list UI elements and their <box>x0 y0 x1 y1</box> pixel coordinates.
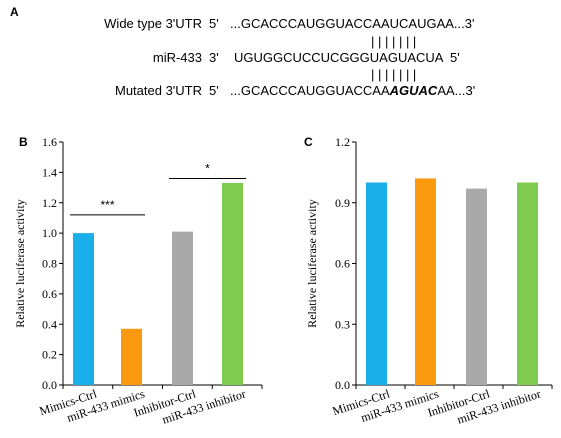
y-tick-label: 1.2 <box>42 196 57 210</box>
bar <box>366 182 387 385</box>
y-tick-label: 0.4 <box>42 317 57 331</box>
y-tick-label: 1.6 <box>42 135 57 149</box>
bar <box>172 231 193 385</box>
y-tick-label: 1.2 <box>335 135 350 149</box>
y-tick-label: 0.8 <box>42 257 57 271</box>
row-mutated-sequence: ...GCACCCAUGGUACCAAAGUACAA...3' <box>230 83 475 98</box>
significance-label: * <box>205 161 210 175</box>
panel-label: C <box>304 135 313 149</box>
row-mutated-prime: 5' <box>209 83 219 98</box>
bar <box>517 182 538 385</box>
seq-part: UGUGGCUCCUCGGGUAGUACUA <box>234 50 444 65</box>
y-tick-label: 0.0 <box>335 378 350 392</box>
chart-panel-b: B0.00.20.40.60.81.01.21.41.6Mimics-Ctrlm… <box>13 135 263 427</box>
seq-part-mutated: AGUAC <box>389 83 438 98</box>
seq-part: ...GCACCCAUGGUACCAAUCAUGAA...3' <box>230 16 474 31</box>
y-tick-label: 0.9 <box>335 196 350 210</box>
bar <box>121 328 142 385</box>
row-wildtype-name: Wide type 3'UTR <box>104 16 202 31</box>
row-mutated-name: Mutated 3'UTR <box>115 83 202 98</box>
significance-label: *** <box>100 198 114 212</box>
y-tick-label: 0.6 <box>42 287 57 301</box>
row-wildtype-prime: 5' <box>209 16 219 31</box>
seq-part: AA...3' <box>437 83 475 98</box>
pairing-bars-top: | | | | | | | <box>371 34 416 49</box>
y-axis-label: Relative luciferase activity <box>13 199 27 328</box>
y-tick-label: 0.2 <box>42 348 57 362</box>
panel-a-label: A <box>10 5 19 19</box>
y-tick-label: 1.4 <box>42 165 57 179</box>
row-mir433-name: miR-433 <box>153 50 202 65</box>
seq-part: ...GCACCCAUGGUACCAA <box>230 83 390 98</box>
y-tick-label: 0.0 <box>42 378 57 392</box>
seq-part: 5' <box>443 50 460 65</box>
y-tick-label: 1.0 <box>42 226 57 240</box>
bar <box>466 188 487 385</box>
y-tick-label: 0.6 <box>335 257 350 271</box>
bar <box>222 183 243 385</box>
row-mir433-prime: 3' <box>209 50 219 65</box>
bar <box>73 233 94 385</box>
panel-a: A Wide type 3'UTR 5' ...GCACCCAUGGUACCAA… <box>10 5 475 98</box>
row-mir433-sequence: UGUGGCUCCUCGGGUAGUACUA 5' <box>234 50 460 65</box>
pairing-bars-bottom: | | | | | | | <box>371 67 416 82</box>
panel-label: B <box>19 135 28 149</box>
row-wildtype-sequence: ...GCACCCAUGGUACCAAUCAUGAA...3' <box>230 16 474 31</box>
y-axis-label: Relative luciferase activity <box>305 199 319 328</box>
y-tick-label: 0.3 <box>335 317 350 331</box>
bar <box>415 178 436 385</box>
